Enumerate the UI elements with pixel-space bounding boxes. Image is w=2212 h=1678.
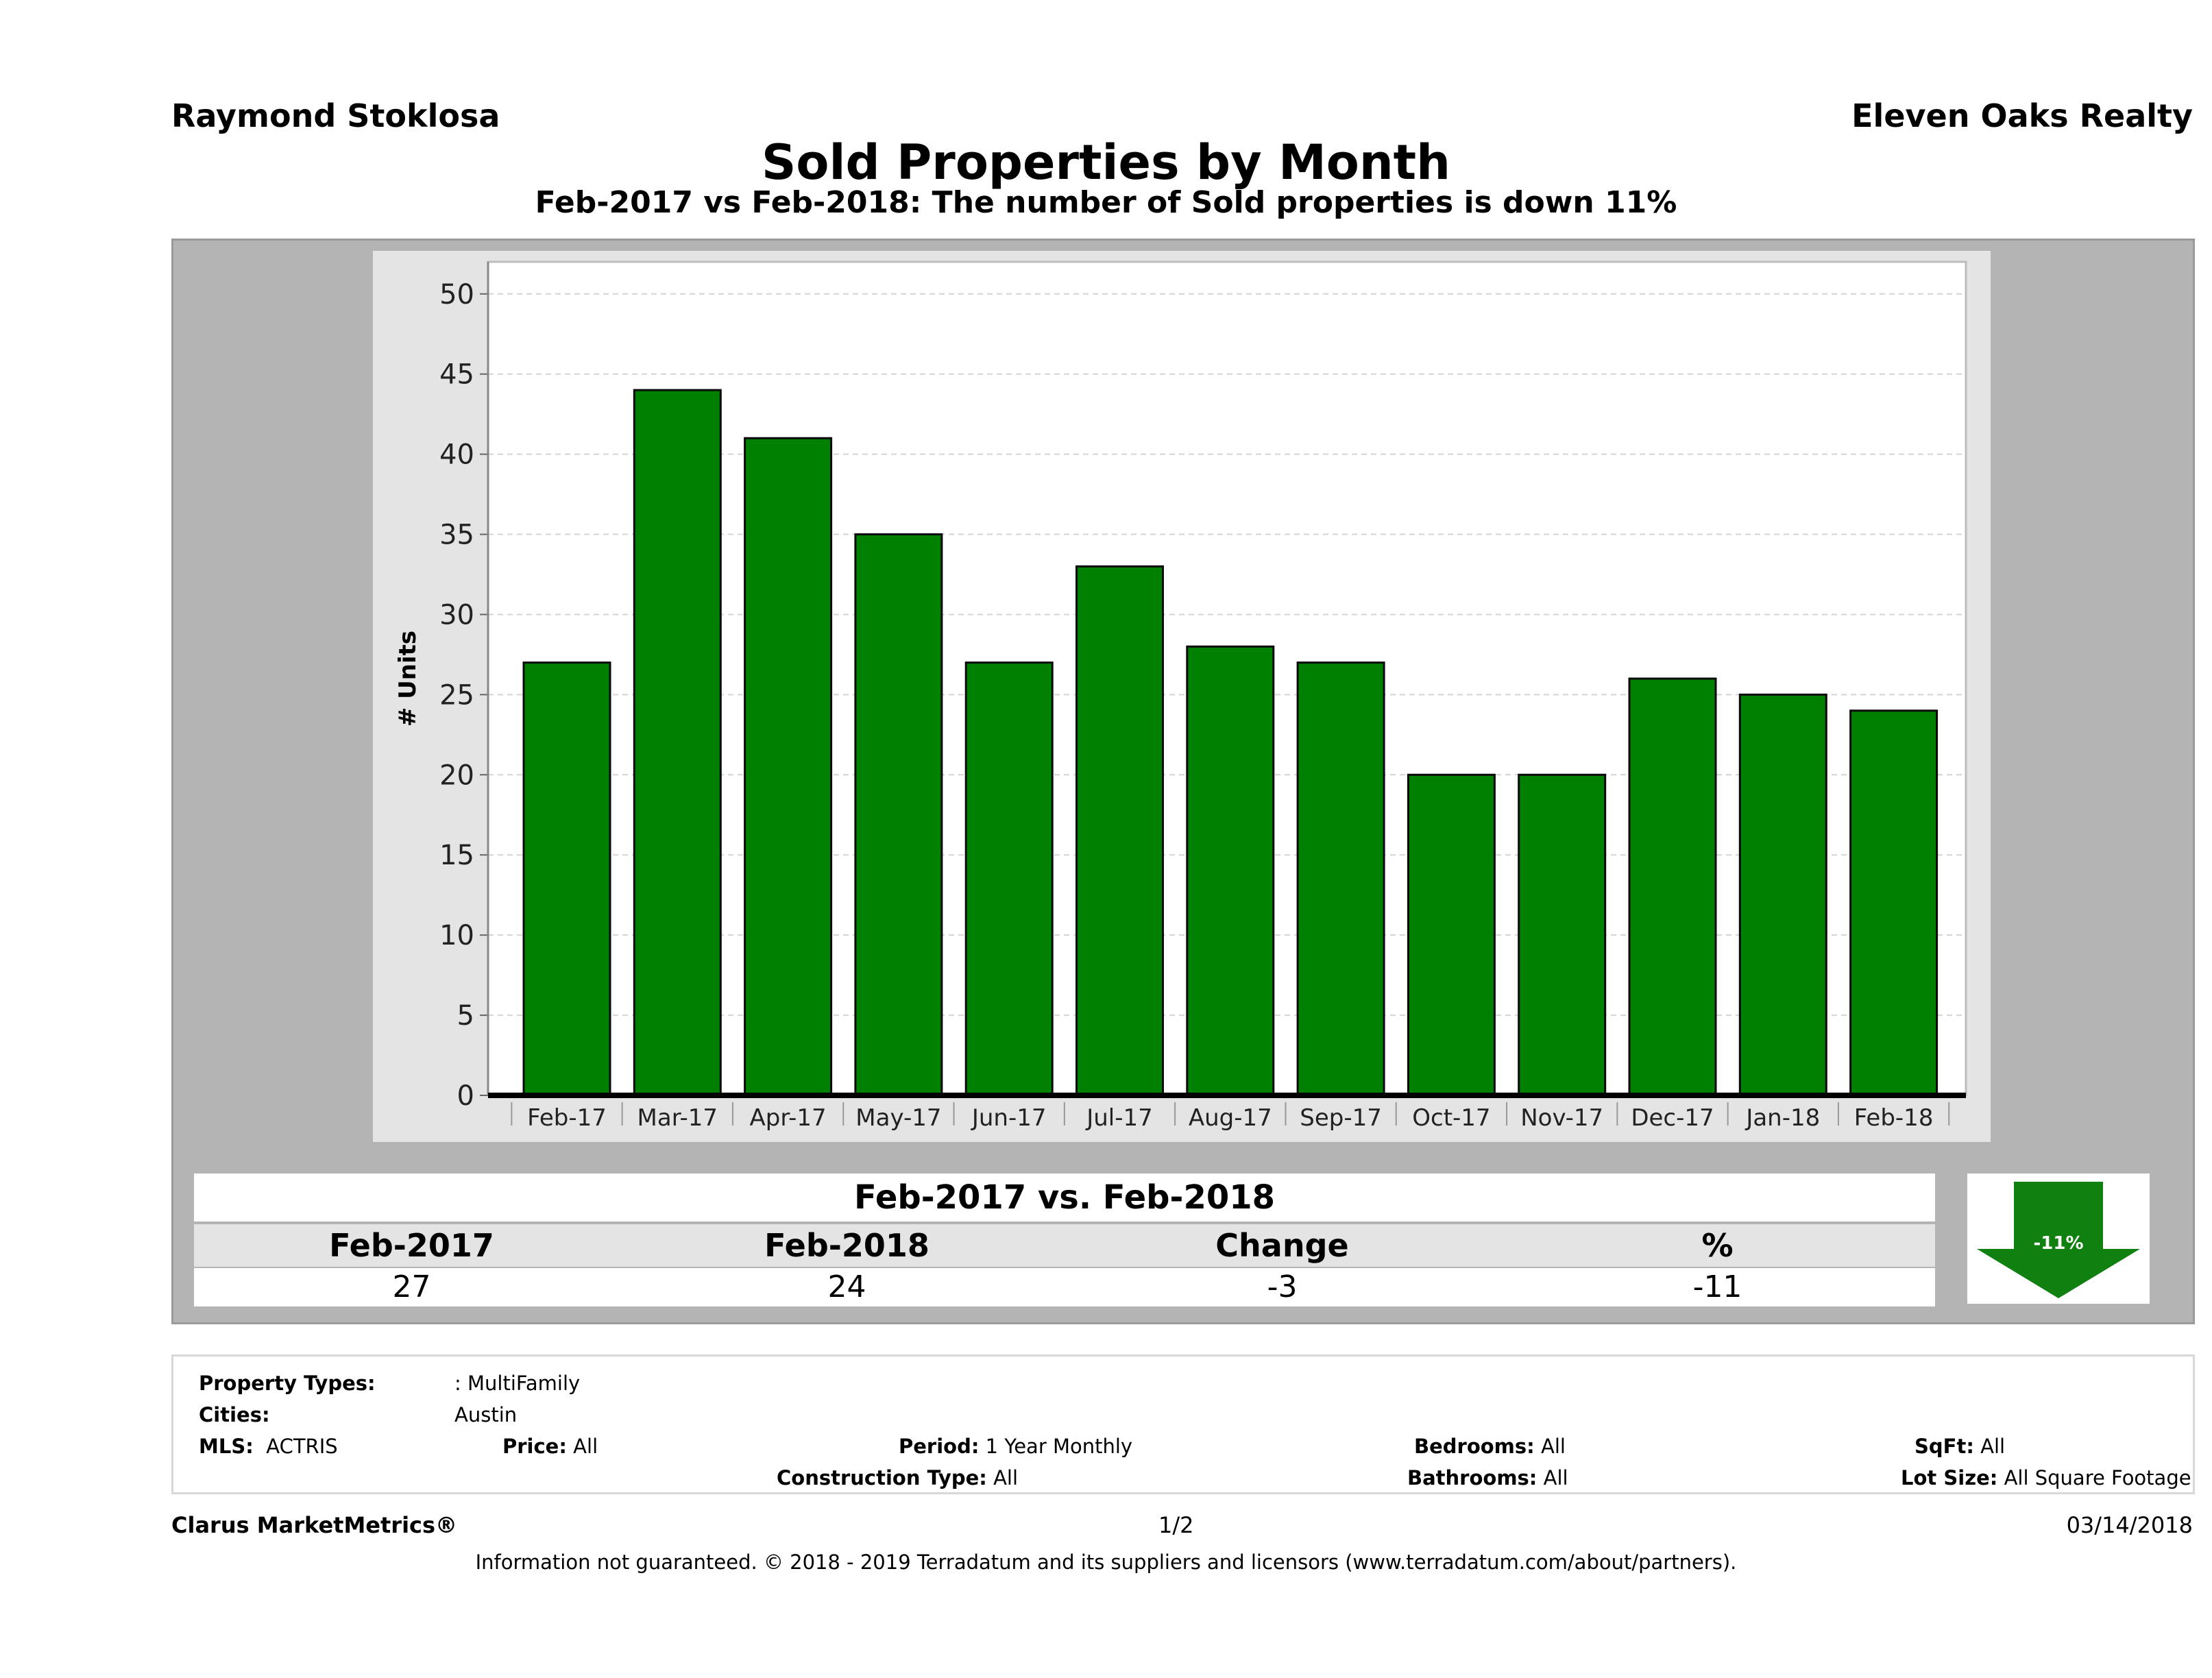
bedrooms-label: Bedrooms: [1414, 1435, 1535, 1458]
trend-badge: -11% [1967, 1174, 2150, 1304]
comparison-header-row: Feb-2017 Feb-2018 Change % [194, 1224, 1935, 1267]
y-tick-label: 35 [439, 520, 474, 551]
value-feb-2018: 24 [827, 1269, 866, 1304]
y-tick-label: 30 [439, 599, 474, 631]
x-tick-label: Nov-17 [1520, 1104, 1603, 1132]
value-feb-2017: 27 [392, 1269, 431, 1304]
bar-nov-17 [1518, 773, 1607, 1097]
bar-mar-17 [633, 389, 722, 1097]
bathrooms-label: Bathrooms: [1407, 1466, 1538, 1489]
sqft-label: SqFt: [1915, 1435, 1974, 1458]
page-number: 1/2 [1158, 1512, 1194, 1538]
x-tick-label: Jul-17 [1085, 1104, 1153, 1132]
y-tick-label: 20 [439, 759, 474, 791]
y-tick-label: 25 [439, 679, 474, 711]
sqft-value: All [1980, 1435, 2006, 1458]
period-value: 1 Year Monthly [985, 1435, 1133, 1458]
brokerage-name: Eleven Oaks Realty [1851, 97, 2193, 134]
comparison-title: Feb-2017 vs. Feb-2018 [194, 1174, 1935, 1221]
property-types-value: : MultiFamily [454, 1372, 581, 1395]
x-tick-label: Feb-17 [527, 1104, 607, 1132]
bar-feb-17 [522, 661, 611, 1097]
header-percent: % [1701, 1227, 1734, 1264]
x-tick-label: May-17 [855, 1104, 941, 1132]
value-percent: -11 [1692, 1269, 1742, 1304]
bar-jun-17 [964, 661, 1054, 1097]
lot-size-value: All Square Footage [2004, 1466, 2191, 1489]
cities-value: Austin [454, 1403, 518, 1426]
bar-apr-17 [744, 437, 833, 1097]
x-tick-label: Apr-17 [750, 1104, 827, 1132]
x-tick-label: Oct-17 [1412, 1104, 1490, 1132]
y-axis-label: # Units [394, 631, 422, 727]
value-change: -3 [1267, 1269, 1298, 1304]
footer-brand: Clarus MarketMetrics® [171, 1512, 458, 1538]
price-label: Price: [502, 1435, 567, 1458]
construction-label: Construction Type: [777, 1466, 987, 1489]
construction-value: All [993, 1466, 1019, 1489]
cities-label: Cities: [199, 1403, 270, 1426]
y-tick-label: 15 [439, 840, 474, 871]
header-feb-2018: Feb-2018 [764, 1227, 929, 1264]
bar-sep-17 [1296, 661, 1385, 1097]
trend-badge-label: -11% [2033, 1233, 2083, 1254]
bar-chart: 0 5 10 15 20 25 30 35 40 45 50 # Units Feb-17 Mar-17 A… [394, 260, 1967, 1132]
disclaimer: Information not guaranteed. © 2018 - 201… [475, 1551, 1737, 1574]
y-tick-label: 40 [439, 439, 474, 471]
bedrooms-value: All [1540, 1435, 1566, 1458]
period-label: Period: [899, 1435, 980, 1458]
x-tick-label: Aug-17 [1189, 1104, 1272, 1132]
bar-dec-17 [1628, 677, 1717, 1097]
x-tick-label: Sep-17 [1300, 1104, 1382, 1132]
bathrooms-value: All [1543, 1466, 1568, 1489]
y-tick-label: 10 [439, 920, 474, 951]
header-feb-2017: Feb-2017 [329, 1227, 494, 1264]
down-arrow-icon: -11% [1977, 1182, 2140, 1298]
bar-may-17 [854, 533, 943, 1097]
y-tick-label: 50 [439, 279, 474, 311]
y-tick-label: 5 [457, 1000, 474, 1032]
comparison-value-row: 27 24 -3 -11 [194, 1268, 1935, 1306]
agent-name: Raymond Stoklosa [171, 97, 500, 134]
header-change: Change [1215, 1227, 1349, 1264]
filters-panel: Property Types: : MultiFamily Cities: Au… [171, 1354, 2195, 1494]
property-types-label: Property Types: [199, 1372, 376, 1395]
mls-value: ACTRIS [266, 1435, 338, 1458]
bar-aug-17 [1186, 645, 1275, 1097]
price-value: All [573, 1435, 598, 1458]
chart-title: Sold Properties by Month [762, 134, 1450, 191]
x-tick-label: Dec-17 [1631, 1104, 1714, 1132]
bar-jan-18 [1738, 693, 1827, 1097]
chart-subtitle: Feb-2017 vs Feb-2018: The number of Sold… [535, 185, 1677, 220]
x-tick-label: Jun-17 [971, 1104, 1047, 1132]
report-date: 03/14/2018 [2066, 1512, 2193, 1538]
x-tick-label: Jan-18 [1745, 1104, 1820, 1132]
mls-label: MLS: [199, 1435, 254, 1458]
y-tick-label: 0 [457, 1080, 474, 1112]
bar-oct-17 [1407, 773, 1496, 1097]
y-tick-label: 45 [439, 359, 474, 391]
x-tick-label: Mar-17 [637, 1104, 718, 1132]
lot-size-label: Lot Size: [1901, 1466, 1998, 1489]
bar-feb-18 [1849, 709, 1938, 1097]
x-tick-label: Feb-18 [1854, 1104, 1934, 1132]
bar-jul-17 [1075, 565, 1164, 1097]
